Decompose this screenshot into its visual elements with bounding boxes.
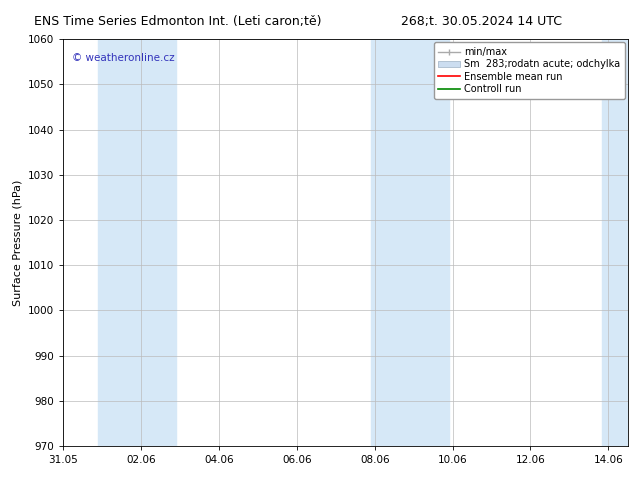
Bar	[602, 39, 628, 446]
Text: © weatheronline.cz: © weatheronline.cz	[72, 53, 174, 63]
Bar	[371, 39, 449, 446]
Y-axis label: Surface Pressure (hPa): Surface Pressure (hPa)	[13, 179, 23, 306]
Text: 268;t. 30.05.2024 14 UTC: 268;t. 30.05.2024 14 UTC	[401, 15, 562, 28]
Text: ENS Time Series Edmonton Int. (Leti caron;tě): ENS Time Series Edmonton Int. (Leti caro…	[34, 15, 321, 28]
Bar	[98, 39, 176, 446]
Legend: min/max, Sm  283;rodatn acute; odchylka, Ensemble mean run, Controll run: min/max, Sm 283;rodatn acute; odchylka, …	[434, 42, 624, 99]
